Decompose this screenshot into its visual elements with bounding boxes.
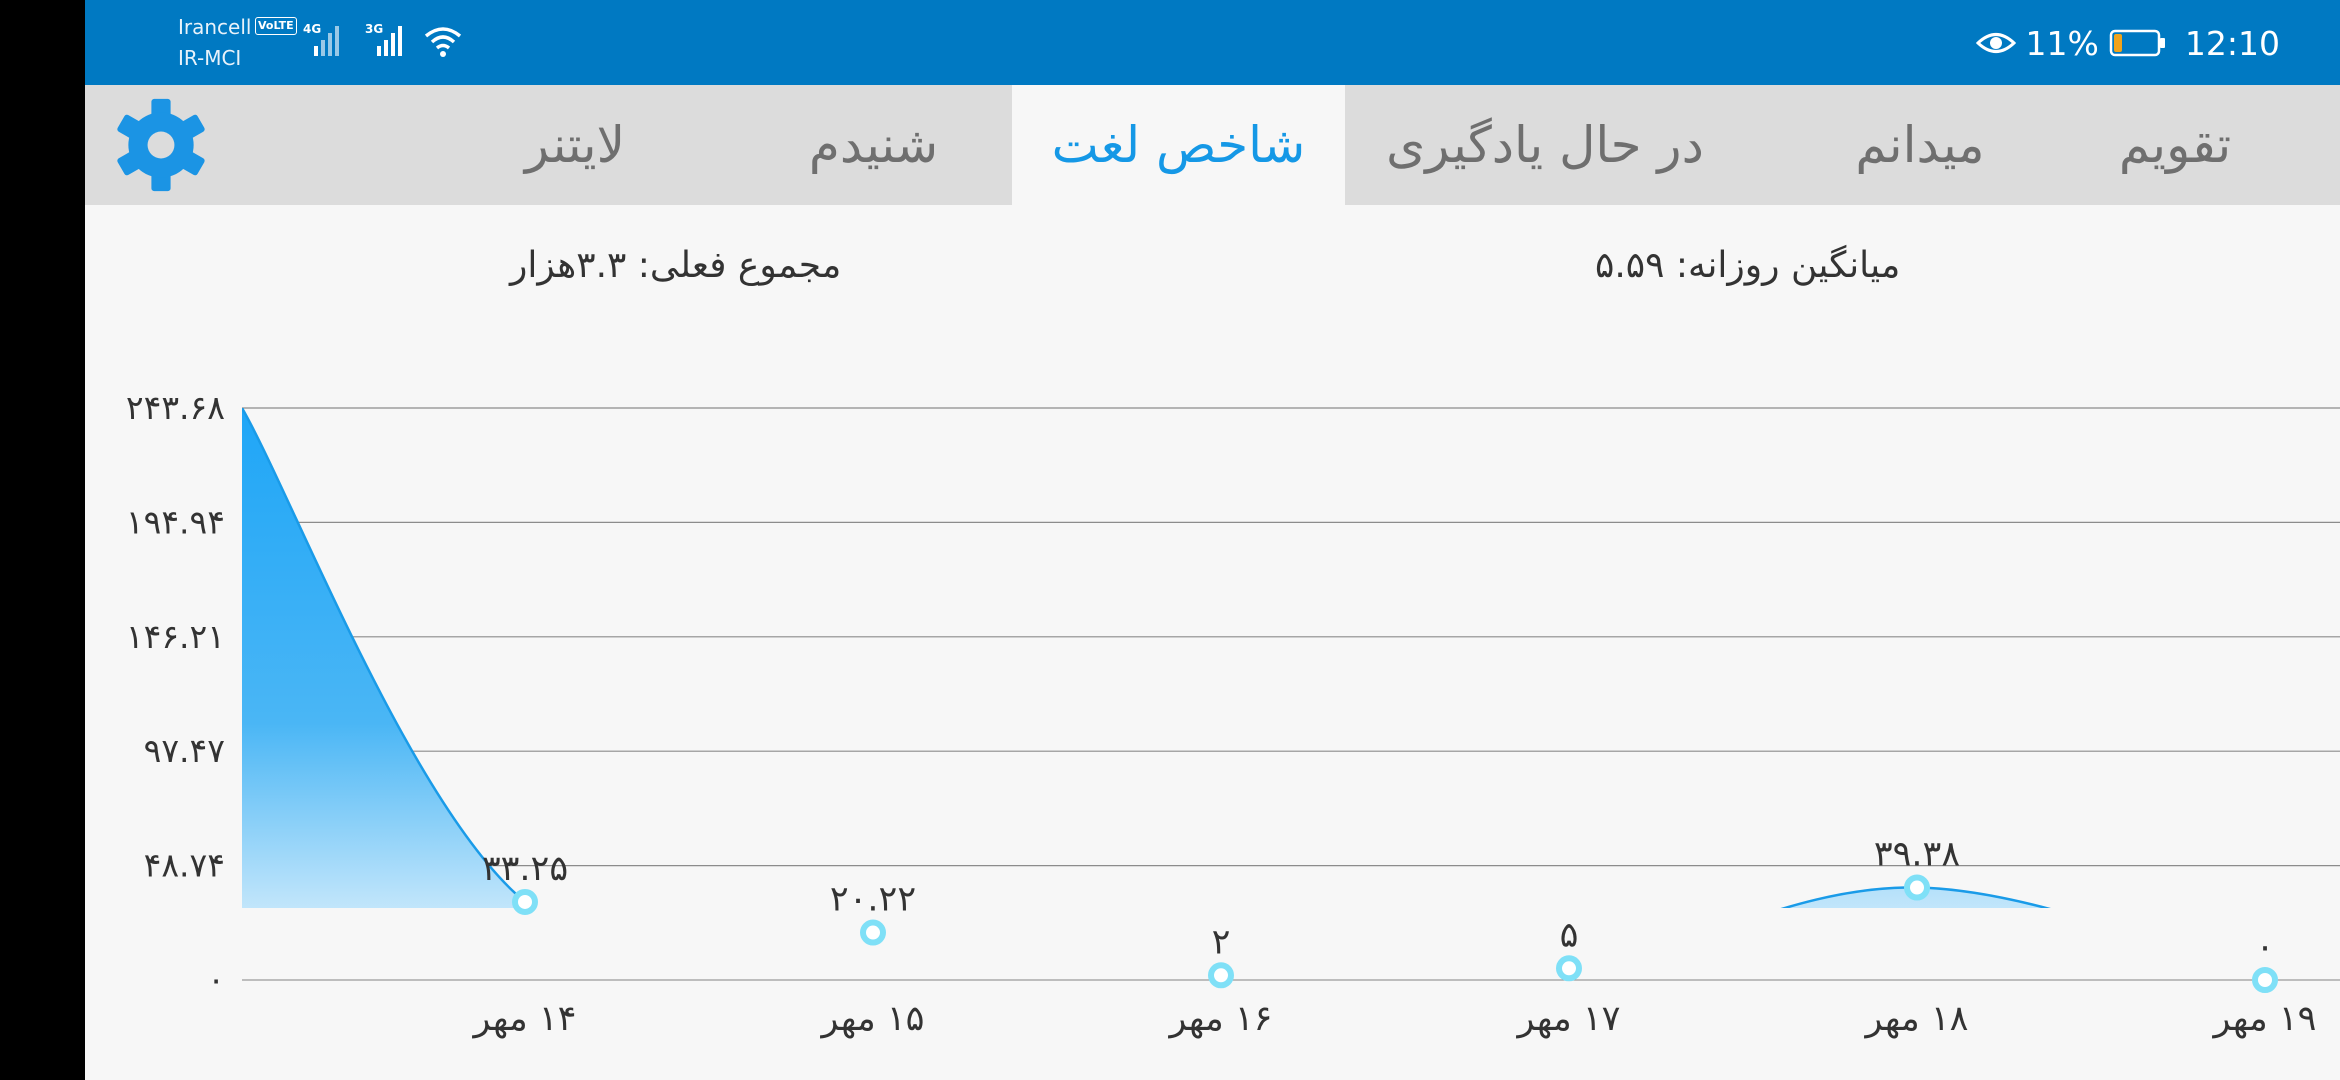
tab-label: شنیدم	[808, 116, 939, 174]
y-tick-label: ۱۹۴.۹۴	[126, 502, 225, 541]
data-point[interactable]	[2252, 967, 2278, 993]
tab-calendar[interactable]: تقویم	[2085, 85, 2265, 205]
series-area	[242, 408, 2046, 908]
data-label: ۲۰.۲۲	[830, 880, 916, 920]
data-point[interactable]	[1904, 874, 1930, 901]
word-index-chart: ۰ ۴۸.۷۴ ۹۷.۴۷ ۱۴۶.۲۱ ۱۹۴.۹۴ ۲۴۳.۶۸ ۳۳.۲۵ ۲۰.۲۲…	[126, 388, 2340, 1039]
daily-average: میانگین روزانه: ۵.۵۹	[1595, 245, 1901, 286]
data-point[interactable]	[512, 888, 538, 915]
tab-known[interactable]: میدانم	[1745, 85, 2095, 205]
data-point[interactable]	[1208, 962, 1234, 989]
tab-word-index[interactable]: شاخص لغت	[1012, 85, 1345, 205]
tab-bar: تقویم میدانم در حال یادگیری شاخص لغت شنی…	[85, 85, 2340, 205]
data-point[interactable]	[1556, 955, 1582, 982]
carrier-secondary: IR-MCI	[178, 46, 242, 70]
settings-gear-icon[interactable]	[113, 97, 209, 193]
tab-leitner[interactable]: لایتنر	[415, 85, 735, 205]
x-tick-label: ۱۷ مهر	[1516, 999, 1621, 1039]
data-point[interactable]	[860, 919, 886, 946]
data-markers: ۳۳.۲۵ ۲۰.۲۲ ۲ ۵ ۳۹.۳۸ ۰	[482, 835, 2278, 993]
x-tick-label: ۱۸ مهر	[1864, 999, 1969, 1039]
data-label: ۳۹.۳۸	[1874, 835, 1960, 875]
tab-label: لایتنر	[524, 116, 626, 174]
x-tick-label: ۱۵ مهر	[820, 999, 925, 1039]
tab-label: تقویم	[2118, 116, 2232, 174]
tab-heard[interactable]: شنیدم	[735, 85, 1012, 205]
carrier-primary: Irancell	[178, 15, 252, 39]
clock: 12:10	[2184, 23, 2280, 63]
data-label: ۲	[1212, 922, 1231, 962]
signal-secondary-icon	[377, 26, 402, 56]
tab-learning[interactable]: در حال یادگیری	[1345, 85, 1745, 205]
x-tick-label: ۱۶ مهر	[1168, 999, 1273, 1039]
data-label: ۰	[2256, 927, 2275, 967]
x-tick-label: ۱۹ مهر	[2212, 999, 2317, 1039]
data-label: ۳۳.۲۵	[482, 849, 568, 889]
network-type-primary: 4G	[303, 22, 322, 36]
network-type-secondary: 3G	[365, 22, 384, 36]
x-tick-label: ۱۴ مهر	[472, 999, 577, 1039]
tab-label: شاخص لغت	[1051, 116, 1306, 174]
volte-badge: VoLTE	[255, 17, 297, 35]
data-label: ۵	[1560, 915, 1579, 955]
tab-label: در حال یادگیری	[1386, 116, 1704, 174]
y-axis-ticks: ۰ ۴۸.۷۴ ۹۷.۴۷ ۱۴۶.۲۱ ۱۹۴.۹۴ ۲۴۳.۶۸	[126, 388, 225, 999]
battery-icon	[2109, 29, 2165, 57]
x-axis-ticks: ۱۴ مهر ۱۵ مهر ۱۶ مهر ۱۷ مهر ۱۸ مهر ۱۹ مهر	[472, 999, 2317, 1039]
signal-primary-icon	[314, 26, 339, 56]
current-total: مجموع فعلی: ۳.۳هزار	[510, 245, 842, 286]
app-window: Irancell IR-MCI VoLTE 4G 3G 11%	[85, 0, 2340, 1080]
tab-label: میدانم	[1855, 116, 1985, 174]
y-tick-label: ۱۴۶.۲۱	[126, 617, 225, 656]
y-tick-label: ۹۷.۴۷	[144, 731, 225, 770]
y-tick-label: ۲۴۳.۶۸	[126, 388, 225, 427]
battery-percent: 11%	[2025, 23, 2099, 63]
y-tick-label: ۴۸.۷۴	[144, 846, 225, 885]
eye-comfort-icon	[1975, 33, 2016, 53]
status-bar: Irancell IR-MCI VoLTE 4G 3G 11%	[85, 0, 2340, 85]
wifi-icon	[424, 27, 462, 57]
y-tick-label: ۰	[207, 960, 225, 999]
grid-lines	[242, 407, 2340, 981]
